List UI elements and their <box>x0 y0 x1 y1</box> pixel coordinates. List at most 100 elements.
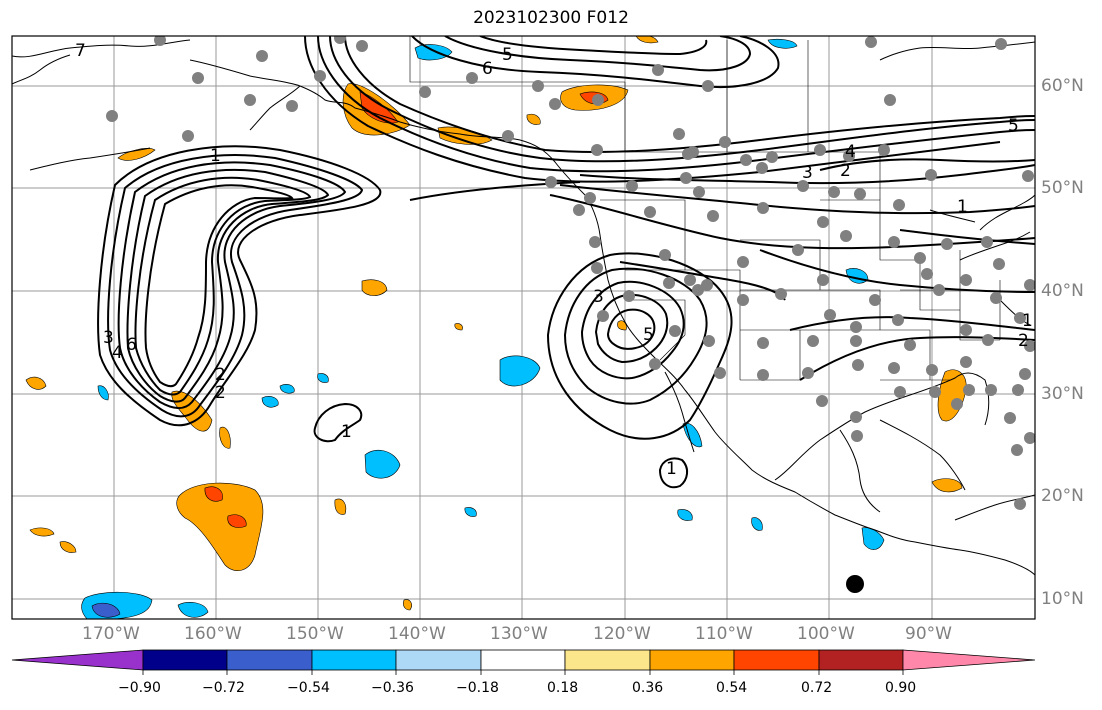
colorbar-tick-label: 0.54 <box>716 680 748 696</box>
lon-label-110w: 110°W <box>695 624 753 644</box>
station-markers <box>106 36 1035 510</box>
colorbar-tick-label: −0.54 <box>287 680 330 696</box>
contour-label: 6 <box>482 59 493 79</box>
contour-label: 1 <box>666 459 677 479</box>
blue-patch <box>177 602 209 618</box>
state-borders <box>409 36 1001 381</box>
orange-patch <box>617 320 627 331</box>
orange-patch <box>219 426 231 449</box>
colorbar-tick-label: 0.90 <box>885 680 917 696</box>
colorbar-segment <box>480 649 566 671</box>
colorbar-tick-label: 0.36 <box>632 680 664 696</box>
orange-patch <box>361 279 388 296</box>
lon-label-160w: 160°W <box>184 624 242 644</box>
contour-label: 1 <box>341 422 352 442</box>
contour-label: 1 <box>1022 311 1033 331</box>
blue-patch <box>682 422 703 448</box>
colorbar-segment <box>142 649 228 671</box>
colorbar-tick-label: −0.72 <box>202 680 245 696</box>
contour-label: 2 <box>215 365 226 385</box>
lat-label-60n: 60°N <box>1041 76 1084 96</box>
orange-patch <box>25 376 47 390</box>
colorbar-segment <box>564 649 651 671</box>
colorbar-segment <box>733 649 820 671</box>
colorbar-segment <box>226 649 313 671</box>
blue-patch <box>364 449 401 479</box>
colorbar-segment <box>818 649 904 671</box>
contour-label: 1 <box>957 197 968 217</box>
contour-label: 3 <box>802 163 813 183</box>
orange-patch <box>526 113 541 125</box>
blue-patch <box>261 396 279 408</box>
contour-label: 5 <box>643 325 654 345</box>
blue-patch <box>414 44 453 61</box>
blue-violet-patch <box>91 602 121 618</box>
contour-label: 3 <box>593 287 604 307</box>
contour-label-group: 1 5 6 7 2 3 4 6 5 1 3 2 4 1 2 3 5 1 1 2 <box>75 41 1033 479</box>
lon-label-130w: 130°W <box>490 624 548 644</box>
shaded-field <box>25 36 967 619</box>
contour-label: 2 <box>1018 331 1029 351</box>
contour-label: 4 <box>845 142 856 162</box>
orange-patch <box>176 482 264 572</box>
colorbar-ticks <box>142 670 904 675</box>
blue-patch <box>861 527 885 550</box>
red-patch <box>204 486 223 502</box>
colorbar-segment <box>649 649 735 671</box>
lat-label-30n: 30°N <box>1041 384 1084 404</box>
contour-label: 5 <box>1008 116 1019 136</box>
lat-label-20n: 20°N <box>1041 486 1084 506</box>
lat-label-10n: 10°N <box>1041 589 1084 609</box>
contour-label: 7 <box>75 41 86 61</box>
highlight-marker <box>846 575 864 593</box>
orange-patch <box>454 323 463 331</box>
orange-patch <box>437 126 493 145</box>
contour-label: 6 <box>126 335 137 355</box>
orange-patch <box>635 36 659 44</box>
orange-patch <box>937 369 967 422</box>
coastlines <box>12 39 1035 576</box>
red-patch <box>227 514 247 528</box>
orange-patch <box>931 478 963 493</box>
lon-label-100w: 100°W <box>797 624 855 644</box>
colorbar <box>11 649 1036 675</box>
blue-patch <box>464 507 477 517</box>
orange-patch <box>29 527 55 537</box>
orange-patch <box>334 498 347 515</box>
lon-label-150w: 150°W <box>286 624 344 644</box>
colorbar-tick-label: −0.90 <box>118 680 161 696</box>
colorbar-tick-label: −0.36 <box>371 680 414 696</box>
contour-label: 2 <box>215 383 226 403</box>
red-patch <box>359 91 399 124</box>
colorbar-tick-label: 0.72 <box>801 680 833 696</box>
lon-label-120w: 120°W <box>593 624 651 644</box>
lon-label-90w: 90°W <box>905 624 952 644</box>
lat-label-40n: 40°N <box>1041 281 1084 301</box>
blue-patch <box>97 385 109 401</box>
map-frame <box>11 35 1036 620</box>
blue-patch <box>767 38 798 49</box>
lon-label-140w: 140°W <box>388 624 446 644</box>
lat-label-50n: 50°N <box>1041 178 1084 198</box>
blue-patch <box>317 373 329 383</box>
contour-label: 3 <box>103 328 114 348</box>
colorbar-min-extension <box>11 649 144 671</box>
lon-label-170w: 170°W <box>82 624 140 644</box>
contour-label: 1 <box>210 146 221 166</box>
blue-patch <box>677 509 693 521</box>
contour-label: 4 <box>112 343 123 363</box>
colorbar-segment <box>311 649 397 671</box>
colorbar-segment <box>395 649 482 671</box>
contour-label: 2 <box>840 161 851 181</box>
orange-patch <box>403 599 412 611</box>
map-title: 2023102300 F012 <box>473 8 629 28</box>
blue-patch <box>751 517 763 531</box>
colorbar-tick-label: −0.18 <box>456 680 499 696</box>
orange-patch <box>59 541 77 553</box>
contour-label: 5 <box>502 45 513 65</box>
gridlines <box>12 36 1035 619</box>
blue-patch <box>499 355 541 387</box>
blue-patch <box>279 384 295 394</box>
colorbar-tick-label: 0.18 <box>547 680 579 696</box>
